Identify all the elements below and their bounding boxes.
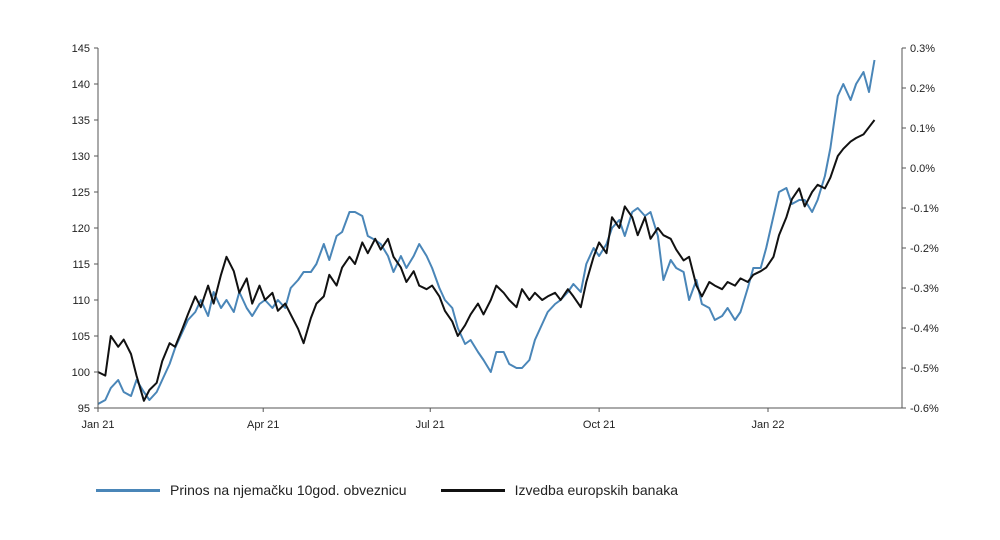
left-tick-label: 110 — [72, 295, 90, 307]
right-tick-label: -0.4% — [910, 323, 939, 335]
left-tick-label: 100 — [72, 367, 90, 379]
legend-label-yield: Prinos na njemačku 10god. obveznicu — [170, 482, 407, 498]
right-tick-label: 0.0% — [910, 163, 935, 175]
series-lines — [97, 59, 876, 405]
legend-label-banks: Izvedba europskih banaka — [514, 482, 679, 498]
right-tick-label: -0.5% — [910, 363, 939, 375]
left-tick-label: 120 — [72, 223, 90, 235]
right-axis-ticks: -0.6% -0.5% -0.4% -0.3% -0.2% -0.1% 0.0% 0.1% 0.… — [902, 43, 939, 415]
legend-swatch-yield — [96, 488, 160, 492]
left-tick-label: 140 — [72, 79, 90, 91]
left-tick-label: 115 — [72, 259, 90, 271]
x-tick-label: Oct 21 — [583, 419, 615, 431]
legend-item-yield: Prinos na njemačku 10god. obveznicu — [96, 482, 407, 498]
right-tick-label: -0.2% — [910, 243, 939, 255]
left-tick-label: 145 — [72, 43, 90, 55]
x-axis-ticks: Jan 21 Apr 21 Jul 21 Oct 21 Jan 22 — [81, 408, 785, 431]
chart-legend: Prinos na njemačku 10god. obveznicu Izve… — [96, 482, 712, 498]
left-tick-label: 125 — [72, 187, 90, 199]
legend-item-banks: Izvedba europskih banaka — [440, 482, 679, 498]
right-tick-label: -0.6% — [910, 403, 939, 415]
left-tick-label: 95 — [78, 403, 90, 415]
right-tick-label: 0.1% — [910, 123, 935, 135]
right-tick-label: -0.1% — [910, 203, 939, 215]
left-tick-label: 135 — [72, 115, 90, 127]
left-tick-label: 105 — [72, 331, 90, 343]
x-tick-label: Jul 21 — [416, 419, 445, 431]
x-tick-label: Apr 21 — [247, 419, 279, 431]
right-tick-label: 0.2% — [910, 83, 935, 95]
x-tick-label: Jan 22 — [751, 419, 784, 431]
legend-swatch-banks — [440, 488, 505, 492]
right-tick-label: -0.3% — [910, 283, 939, 295]
left-tick-label: 130 — [72, 151, 90, 163]
right-tick-label: 0.3% — [910, 43, 935, 55]
left-axis-ticks: 95 100 105 110 115 120 125 130 135 140 145 — [72, 43, 98, 415]
series-line-yield — [97, 59, 876, 405]
x-tick-label: Jan 21 — [81, 419, 114, 431]
series-line-banks — [97, 119, 876, 402]
